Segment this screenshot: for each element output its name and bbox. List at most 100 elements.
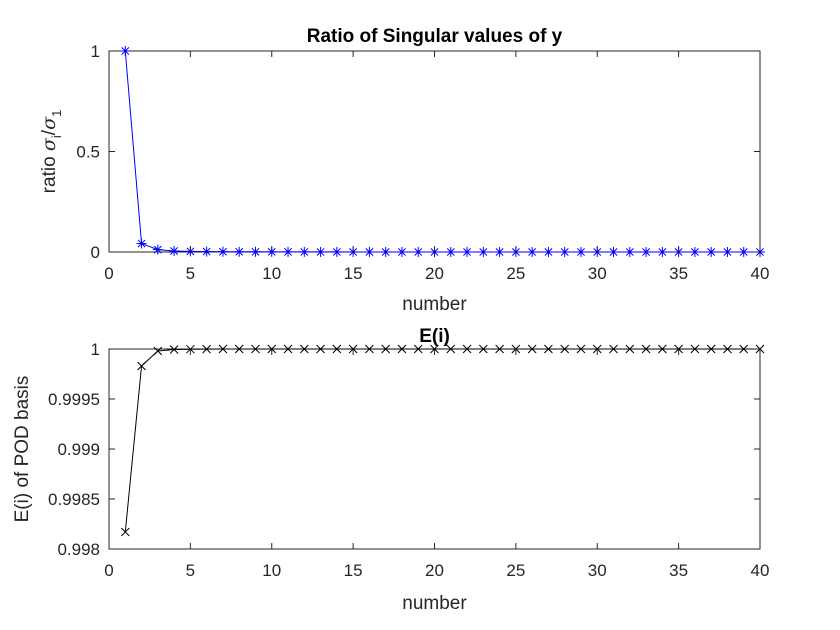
marker-stroke	[153, 346, 163, 356]
bottom-ticks: 0 5 10 15 20 25 30 35 40 0.998 0.9985 0.999 0.9995 1	[48, 340, 769, 580]
bottom-data-point	[137, 361, 146, 371]
top-data-point	[234, 246, 245, 257]
marker-stroke	[690, 344, 700, 354]
bottom-data-point	[527, 344, 537, 354]
marker-stroke	[121, 47, 130, 55]
marker-stroke	[414, 248, 423, 256]
bottom-data-point	[283, 344, 293, 354]
bottom-data-point	[316, 344, 325, 354]
top-data-point	[169, 245, 180, 256]
top-xtick-label: 0	[104, 264, 113, 283]
marker-stroke	[381, 344, 391, 354]
top-data-point	[413, 246, 424, 257]
bottom-axes-box	[108, 348, 761, 550]
top-data-point	[494, 246, 505, 257]
bottom-xtick-label: 0	[104, 561, 113, 580]
bottom-ytick-label: 0.9995	[48, 390, 100, 409]
bottom-data-point	[544, 344, 553, 354]
bottom-xtick-label: 35	[669, 561, 688, 580]
bottom-data-point	[576, 344, 586, 354]
marker-stroke	[202, 247, 211, 256]
bottom-series-line	[124, 348, 760, 533]
top-subplot: 0 5 10 15 20 25 30 35 40 0 0.5 1 Ratio of Singular …	[38, 26, 769, 315]
marker-stroke	[381, 248, 390, 256]
top-data-point	[722, 246, 733, 257]
bottom-data-point	[332, 344, 342, 354]
top-y-label-sub-1: 1	[49, 110, 64, 117]
marker-stroke	[544, 248, 553, 256]
top-xtick-label: 40	[751, 264, 770, 283]
top-chart-title: Ratio of Singular values of y	[307, 26, 563, 47]
top-data-point	[217, 246, 228, 257]
marker-stroke	[332, 247, 341, 256]
top-xtick-label: 30	[588, 264, 607, 283]
top-data-point	[543, 246, 554, 257]
bottom-ytick-label: 0.999	[57, 440, 100, 459]
top-xtick-label: 25	[506, 264, 525, 283]
bottom-data-point	[739, 344, 749, 354]
top-data-point	[315, 246, 326, 257]
bottom-data-point	[251, 344, 260, 354]
marker-stroke	[577, 248, 585, 256]
top-ytick-label: 0.5	[76, 143, 100, 162]
marker-stroke	[609, 344, 618, 354]
top-data-point	[559, 246, 570, 257]
top-data-point	[738, 246, 749, 257]
marker-stroke	[251, 247, 260, 256]
top-data-point	[624, 246, 635, 257]
marker-stroke	[495, 344, 504, 354]
bottom-xtick-label: 25	[506, 561, 525, 580]
marker-stroke	[316, 247, 325, 256]
bottom-data-point	[625, 344, 635, 354]
marker-stroke	[170, 247, 179, 255]
bottom-ytick-label: 1	[91, 340, 100, 359]
top-data-point	[575, 246, 586, 257]
top-data-point	[445, 246, 456, 257]
marker-stroke	[365, 344, 374, 354]
top-data-point	[689, 246, 700, 257]
bottom-data-point	[299, 344, 309, 354]
bottom-data-point	[723, 344, 732, 354]
marker-stroke	[478, 344, 488, 354]
bottom-chart-title: E(i)	[419, 326, 450, 347]
top-data-point	[331, 246, 342, 257]
marker-stroke	[641, 344, 651, 354]
marker-stroke	[251, 344, 260, 354]
bottom-xtick-label: 20	[425, 561, 444, 580]
marker-stroke	[609, 248, 618, 256]
marker-stroke	[332, 344, 342, 354]
marker-stroke	[218, 247, 227, 256]
bottom-data-point	[365, 344, 374, 354]
top-ticks: 0 5 10 15 20 25 30 35 40 0 0.5 1	[76, 42, 769, 283]
marker-stroke	[723, 248, 732, 256]
top-y-label-prefix: ratio	[39, 151, 60, 193]
bottom-subplot: 0 5 10 15 20 25 30 35 400.9980.99850.9990.99951 …	[12, 326, 769, 614]
bottom-data-point	[169, 345, 179, 354]
top-y-axis-label: ratio σi/σ1	[38, 110, 64, 194]
top-data-point	[706, 246, 717, 257]
top-xtick-label: 20	[425, 264, 444, 283]
top-data-point	[120, 46, 131, 56]
top-xtick-label: 15	[344, 264, 363, 283]
marker-stroke	[316, 344, 325, 354]
marker-stroke	[397, 344, 407, 354]
bottom-data-point	[381, 344, 391, 354]
marker-stroke	[690, 248, 699, 256]
top-data-point	[641, 246, 652, 257]
marker-stroke	[299, 344, 309, 354]
top-data-point	[250, 246, 261, 257]
bottom-xtick-label: 5	[186, 561, 195, 580]
bottom-data-point	[609, 344, 618, 354]
marker-stroke	[218, 344, 228, 354]
top-y-label-slash: /	[39, 129, 60, 135]
bottom-data-point	[446, 344, 456, 354]
top-data-point	[396, 246, 407, 257]
marker-stroke	[657, 344, 667, 354]
top-data-point	[527, 246, 538, 257]
top-xtick-label: 5	[186, 264, 195, 283]
bottom-data-point	[495, 344, 504, 354]
top-data-point	[283, 246, 294, 257]
top-data-point	[152, 244, 163, 255]
marker-stroke	[120, 527, 130, 537]
